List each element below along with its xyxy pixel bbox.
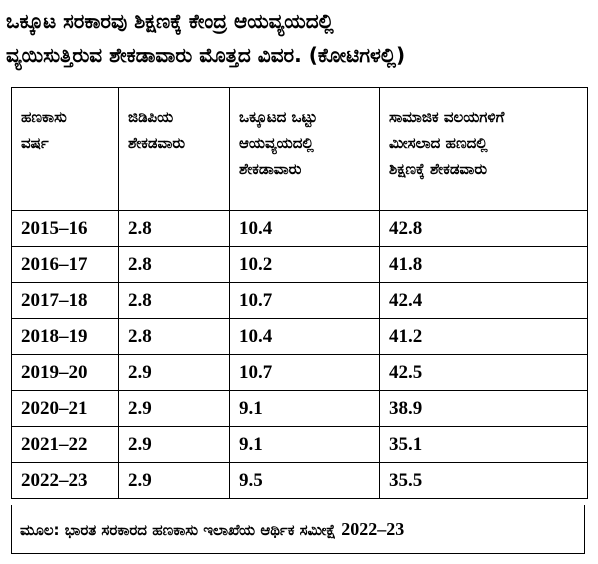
table-cell: 42.8 bbox=[379, 210, 588, 247]
table-row: 2019–20 2.9 10.7 42.5 bbox=[11, 354, 588, 391]
title-line-2: ವ್ಯಯಿಸುತ್ತಿರುವ ಶೇಕಡಾವಾರು ಮೊತ್ತದ ವಿವರ. (ಕ… bbox=[6, 43, 406, 67]
table-row: 2017–18 2.8 10.7 42.4 bbox=[11, 282, 588, 319]
table-cell: 2.9 bbox=[118, 462, 230, 499]
column-header: ಜಿಡಿಪಿಯ ಶೇಕಡವಾರು bbox=[118, 87, 230, 211]
table-row: 2015–16 2.8 10.4 42.8 bbox=[11, 210, 588, 247]
table-cell: 2.8 bbox=[118, 210, 230, 247]
column-header-line: ಶೇಕಡಾವಾರು bbox=[239, 160, 302, 178]
table-cell: 2022–23 bbox=[11, 462, 119, 499]
column-header-line: ಜಿಡಿಪಿಯ bbox=[128, 108, 174, 126]
table-cell: 41.2 bbox=[379, 318, 588, 355]
table-cell: 2.9 bbox=[118, 390, 230, 427]
table-header-row: ಹಣಕಾಸು ವರ್ಷ ಜಿಡಿಪಿಯ ಶೇಕಡವಾರು ಒಕ್ಕೂಟದ ಒಟ್ಟು ಆಯ… bbox=[11, 87, 588, 211]
table-cell: 10.7 bbox=[229, 354, 380, 391]
table-row: 2022–23 2.9 9.5 35.5 bbox=[11, 462, 588, 499]
column-header-line: ಸಾಮಾಜಿಕ ವಲಯಗಳಿಗೆ bbox=[389, 108, 505, 126]
table-cell: 2019–20 bbox=[11, 354, 119, 391]
column-header-line: ಹಣಕಾಸು bbox=[21, 108, 67, 126]
page-title: ಒಕ್ಕೂಟ ಸರಕಾರವು ಶಿಕ್ಷಣಕ್ಕೆ ಕೇಂದ್ರ ಆಯವ್ಯಯದ… bbox=[6, 4, 592, 72]
source-year: 2022–23 bbox=[341, 519, 405, 539]
table-cell: 9.5 bbox=[229, 462, 380, 499]
title-line-1: ಒಕ್ಕೂಟ ಸರಕಾರವು ಶಿಕ್ಷಣಕ್ಕೆ ಕೇಂದ್ರ ಆಯವ್ಯಯದ… bbox=[6, 9, 334, 33]
table-row: 2020–21 2.9 9.1 38.9 bbox=[11, 390, 588, 427]
column-header-line: ಮೀಸಲಾದ ಹಣದಲ್ಲಿ bbox=[389, 134, 488, 152]
table-cell: 10.7 bbox=[229, 282, 380, 319]
table-cell: 35.5 bbox=[379, 462, 588, 499]
table-cell: 38.9 bbox=[379, 390, 588, 427]
source-note: ಮೂಲ: ಭಾರತ ಸರಕಾರದ ಹಣಕಾಸು ಇಲಾಖೆಯ ಆರ್ಥಿಕ ಸಮ… bbox=[11, 505, 585, 554]
table-body: ಹಣಕಾಸು ವರ್ಷ ಜಿಡಿಪಿಯ ಶೇಕಡವಾರು ಒಕ್ಕೂಟದ ಒಟ್ಟು ಆಯ… bbox=[11, 87, 588, 499]
table-cell: 9.1 bbox=[229, 390, 380, 427]
table-cell: 2020–21 bbox=[11, 390, 119, 427]
data-table: ಹಣಕಾಸು ವರ್ಷ ಜಿಡಿಪಿಯ ಶೇಕಡವಾರು ಒಕ್ಕೂಟದ ಒಟ್ಟು ಆಯ… bbox=[11, 87, 588, 499]
table-cell: 42.5 bbox=[379, 354, 588, 391]
source-text: ಮೂಲ: ಭಾರತ ಸರಕಾರದ ಹಣಕಾಸು ಇಲಾಖೆಯ ಆರ್ಥಿಕ ಸಮ… bbox=[20, 521, 336, 539]
column-header-line: ವರ್ಷ bbox=[21, 134, 49, 152]
table-cell: 2016–17 bbox=[11, 246, 119, 283]
column-header: ಸಾಮಾಜಿಕ ವಲಯಗಳಿಗೆ ಮೀಸಲಾದ ಹಣದಲ್ಲಿ ಶಿಕ್ಷಣಕ್ಕೆ… bbox=[379, 87, 588, 211]
table-cell: 41.8 bbox=[379, 246, 588, 283]
table-cell: 2.8 bbox=[118, 246, 230, 283]
table-cell: 2015–16 bbox=[11, 210, 119, 247]
column-header-line: ಒಕ್ಕೂಟದ ಒಟ್ಟು bbox=[239, 108, 318, 126]
column-header: ಒಕ್ಕೂಟದ ಒಟ್ಟು ಆಯವ್ಯಯದಲ್ಲಿ ಶೇಕಡಾವಾರು bbox=[229, 87, 380, 211]
table-cell: 2018–19 bbox=[11, 318, 119, 355]
column-header-line: ಶಿಕ್ಷಣಕ್ಕೆ ಶೇಕಡವಾರು bbox=[389, 160, 488, 178]
table-cell: 10.4 bbox=[229, 210, 380, 247]
table-row: 2018–19 2.8 10.4 41.2 bbox=[11, 318, 588, 355]
table-cell: 42.4 bbox=[379, 282, 588, 319]
column-header: ಹಣಕಾಸು ವರ್ಷ bbox=[11, 87, 119, 211]
table-row: 2021–22 2.9 9.1 35.1 bbox=[11, 426, 588, 463]
table-cell: 2.9 bbox=[118, 426, 230, 463]
table-cell: 10.2 bbox=[229, 246, 380, 283]
table-row: 2016–17 2.8 10.2 41.8 bbox=[11, 246, 588, 283]
table-cell: 35.1 bbox=[379, 426, 588, 463]
table-cell: 9.1 bbox=[229, 426, 380, 463]
table-cell: 2.8 bbox=[118, 318, 230, 355]
table-cell: 2017–18 bbox=[11, 282, 119, 319]
table-cell: 10.4 bbox=[229, 318, 380, 355]
table-cell: 2.8 bbox=[118, 282, 230, 319]
column-header-line: ಆಯವ್ಯಯದಲ್ಲಿ bbox=[239, 134, 314, 152]
table-cell: 2.9 bbox=[118, 354, 230, 391]
column-header-line: ಶೇಕಡವಾರು bbox=[128, 134, 186, 152]
table-cell: 2021–22 bbox=[11, 426, 119, 463]
